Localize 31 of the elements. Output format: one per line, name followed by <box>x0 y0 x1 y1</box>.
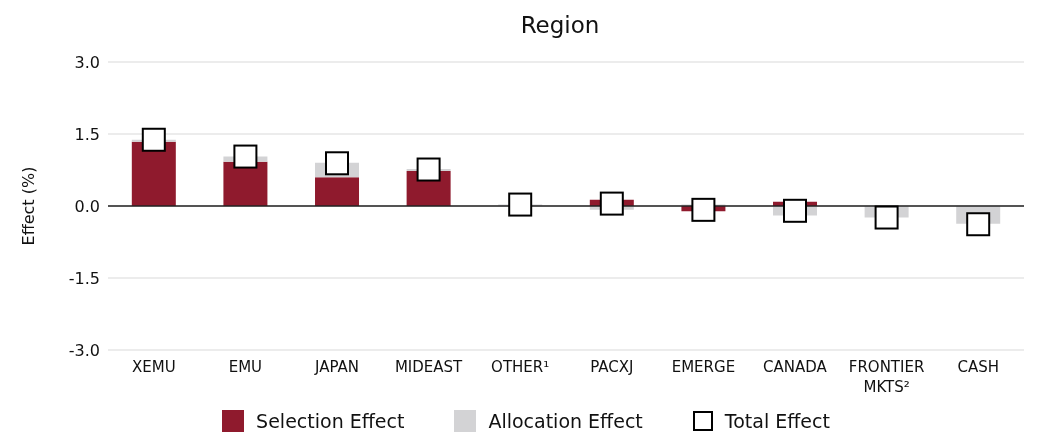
point <box>874 205 899 230</box>
x-tick-label: CANADA <box>763 358 828 376</box>
x-tick-label: JAPAN <box>314 358 359 376</box>
chart-title: Region <box>519 11 601 40</box>
x-tick-label: FRONTIER MKTS² <box>848 358 925 396</box>
x-tick-label: OTHER¹ <box>491 358 550 376</box>
point <box>599 191 624 216</box>
y-tick-label: 1.5 <box>74 124 100 144</box>
x-tick-label: EMU <box>228 358 263 376</box>
x-tick-label: EMERGE <box>671 358 736 376</box>
bar <box>315 177 360 206</box>
y-tick-label: 3.0 <box>74 52 100 72</box>
point <box>233 144 258 169</box>
y-tick-label: -3.0 <box>68 340 100 360</box>
x-tick-label: CASH <box>957 358 999 376</box>
legend-label: Total Effect <box>724 410 830 432</box>
point <box>508 192 533 217</box>
x-tick-label: MIDEAST <box>394 358 464 376</box>
point <box>325 151 349 176</box>
legend-label: Selection Effect <box>256 410 405 432</box>
point <box>691 197 716 222</box>
point <box>966 212 991 237</box>
y-tick-label: 0.0 <box>74 196 100 216</box>
x-tick-label: PACXJ <box>590 358 634 376</box>
y-axis-title: Effect (%) <box>18 166 38 246</box>
point <box>416 157 441 182</box>
point <box>783 198 807 223</box>
point <box>141 127 166 152</box>
x-tick-label: XEMU <box>131 358 176 376</box>
legend-label: Allocation Effect <box>488 410 643 432</box>
y-tick-label: -1.5 <box>68 268 100 288</box>
